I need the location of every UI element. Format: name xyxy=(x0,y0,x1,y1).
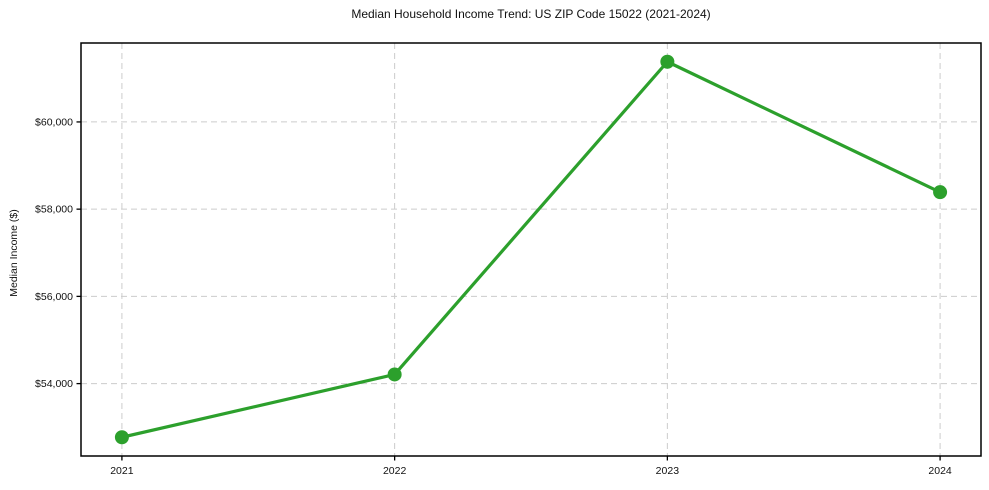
y-tick-label: $54,000 xyxy=(35,378,73,390)
chart-title: Median Household Income Trend: US ZIP Co… xyxy=(351,7,711,21)
y-tick-label: $56,000 xyxy=(35,291,73,303)
data-point-marker xyxy=(114,430,129,445)
y-tick-label: $58,000 xyxy=(35,204,73,216)
y-tick-label: $60,000 xyxy=(35,116,73,128)
x-tick-label: 2021 xyxy=(110,465,134,477)
x-tick-label: 2023 xyxy=(656,465,680,477)
data-point-marker xyxy=(387,367,402,382)
data-line xyxy=(120,60,942,439)
x-tick-label: 2022 xyxy=(383,465,407,477)
data-point-marker xyxy=(660,54,675,69)
x-tick-label: 2024 xyxy=(928,465,952,477)
data-point-marker xyxy=(933,185,948,200)
axes-spines xyxy=(80,42,982,457)
